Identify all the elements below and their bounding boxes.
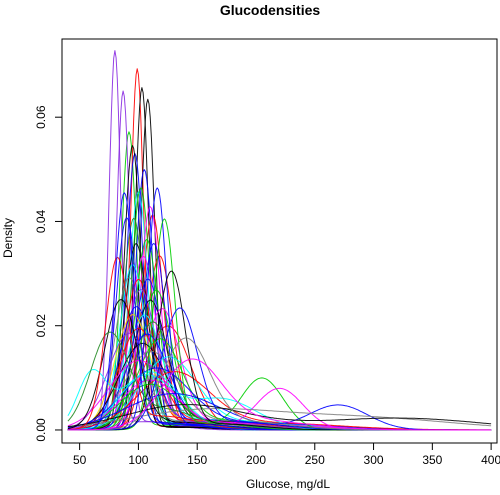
x-tick-label: 200 bbox=[246, 453, 266, 467]
density-curve bbox=[67, 404, 492, 428]
x-tick-label: 400 bbox=[481, 453, 500, 467]
density-curves bbox=[67, 50, 492, 431]
x-axis-label: Glucose, mg/dL bbox=[246, 477, 330, 491]
chart-title: Glucodensities bbox=[220, 2, 321, 18]
density-curve bbox=[67, 358, 492, 431]
x-tick-label: 100 bbox=[128, 453, 148, 467]
y-tick-label: 0.00 bbox=[34, 418, 48, 442]
x-tick-label: 300 bbox=[364, 453, 384, 467]
y-tick-label: 0.02 bbox=[34, 314, 48, 338]
y-axis-label: Density bbox=[1, 218, 15, 258]
x-axis: 50 100 150 200 250 300 350 400 bbox=[73, 442, 500, 467]
x-tick-label: 350 bbox=[422, 453, 442, 467]
x-tick-label: 50 bbox=[73, 453, 87, 467]
x-tick-label: 150 bbox=[187, 453, 207, 467]
y-tick-label: 0.04 bbox=[34, 209, 48, 233]
x-tick-label: 250 bbox=[305, 453, 325, 467]
y-tick-label: 0.06 bbox=[34, 105, 48, 129]
y-axis: 0.00 0.02 0.04 0.06 bbox=[34, 105, 63, 442]
